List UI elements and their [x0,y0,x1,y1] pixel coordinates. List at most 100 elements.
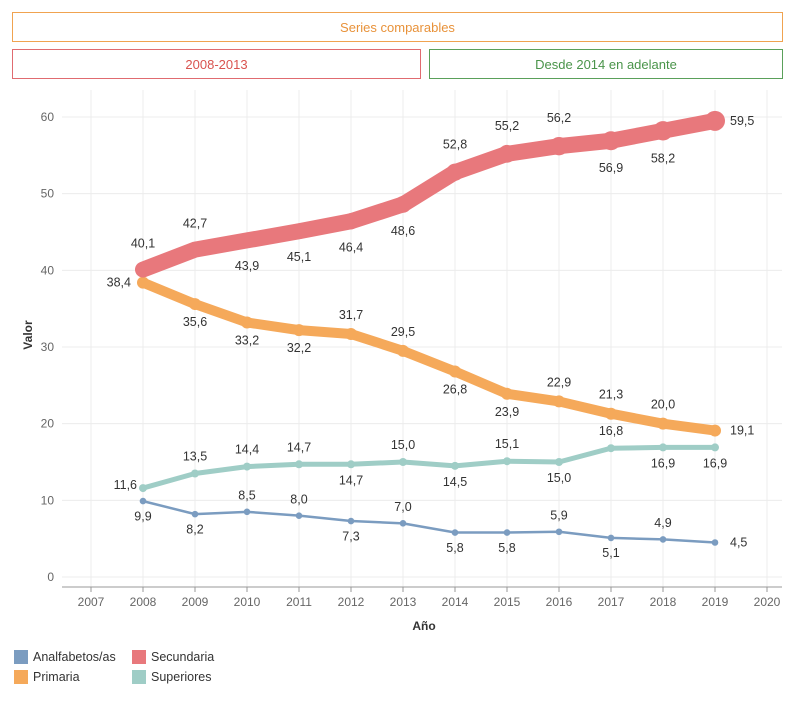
data-point [503,457,511,466]
data-label: 13,5 [183,450,207,464]
legend-item: Analfabetos/as [14,650,116,664]
series-line [135,112,723,278]
data-label: 7,3 [342,529,359,543]
y-tick-label: 30 [41,340,55,354]
y-axis-title: Valor [21,320,35,350]
data-label: 26,8 [443,383,467,397]
legend-label: Primaria [33,670,80,684]
data-label: 43,9 [235,259,259,273]
data-point [191,510,199,518]
data-point [653,121,673,141]
x-tick-label: 2011 [286,595,312,609]
x-tick-label: 2016 [546,595,573,609]
data-label: 45,1 [287,250,311,264]
data-point [601,131,621,151]
data-label: 11,6 [114,478,137,492]
data-point [189,298,201,311]
data-point [243,462,251,471]
data-label: 59,5 [730,114,754,128]
data-point [657,417,669,430]
data-label: 58,2 [651,152,675,166]
legend-label: Superiores [151,670,212,684]
data-labels: 9,9 8,2 8,5 8,0 7,3 7,0 5,8 5,8 5,9 5,1 4,9 4,5 11,6… [107,111,755,560]
legend-item: Superiores [132,670,211,684]
data-point [295,512,303,519]
data-label: 14,4 [235,443,259,457]
x-tick-label: 2017 [598,595,625,609]
x-tick-label: 2010 [234,595,261,609]
data-label: 22,9 [547,375,571,389]
data-point [451,529,459,536]
data-label: 48,6 [391,224,415,238]
data-point [342,213,360,230]
data-label: 15,0 [547,471,571,485]
y-tick-label: 60 [41,110,55,124]
series-line [140,444,718,491]
x-axis-title: Año [412,619,435,633]
data-label: 42,7 [183,216,207,230]
y-tick-label: 20 [41,417,55,431]
data-point [137,276,149,289]
data-point [711,539,719,546]
legend-label: Secundaria [151,650,215,664]
data-point [555,528,563,536]
legend-swatch [132,650,146,664]
data-label: 8,0 [290,492,307,506]
data-label: 32,2 [287,341,311,355]
x-tick-label: 2015 [494,595,521,609]
x-tick-label: 2013 [390,595,417,609]
data-label: 9,9 [134,509,151,523]
data-point [345,327,357,340]
data-point [451,461,459,470]
data-point [293,324,305,337]
data-label: 23,9 [495,405,519,419]
y-tick-label: 50 [41,187,55,201]
data-point [291,223,307,240]
data-label: 16,9 [651,456,675,470]
data-label: 8,5 [238,489,255,503]
data-point [399,520,407,527]
data-label: 8,2 [186,522,203,536]
data-point [139,484,147,493]
data-point [243,508,251,516]
data-label: 5,1 [602,546,619,560]
data-point [553,395,565,408]
x-tick-label: 2020 [754,595,781,609]
data-label: 5,9 [550,508,567,522]
data-point [347,517,355,525]
data-label: 4,9 [654,516,671,530]
data-point [705,110,725,131]
data-point [187,242,203,257]
data-point [711,443,719,452]
banner-period-2008-2013: 2008-2013 [12,49,421,79]
data-point [555,458,563,466]
data-label: 55,2 [495,119,519,133]
data-point [241,316,253,329]
y-tick-label: 10 [41,493,55,507]
x-tick-label: 2007 [78,595,105,609]
data-label: 21,3 [599,388,623,402]
data-point [709,424,721,437]
data-label: 16,9 [703,456,727,470]
x-tick-label: 2009 [182,595,209,609]
x-tick-label: 2014 [442,595,469,609]
data-label: 20,0 [651,398,675,412]
axes: 0 10 20 30 40 50 60 2007 2008 2009 2010 2011 2012 201… [41,110,782,609]
data-label: 52,8 [443,138,467,152]
data-label: 33,2 [235,333,259,347]
data-point [446,163,464,181]
data-point [347,460,355,469]
data-label: 56,2 [547,111,571,125]
data-point [607,534,615,542]
banner-left-label: 2008-2013 [185,56,248,72]
data-label: 56,9 [599,161,623,175]
banner-series-comparables: Series comparables [12,12,783,42]
data-label: 19,1 [730,424,754,438]
data-label: 7,0 [394,500,411,514]
data-point [503,529,511,536]
banner-right-label: Desde 2014 en adelante [535,56,677,72]
data-label: 5,8 [446,541,463,555]
data-label: 38,4 [107,276,131,290]
legend-label: Analfabetos/as [33,650,116,664]
line-chart: 9,9 8,2 8,5 8,0 7,3 7,0 5,8 5,8 5,9 5,1 4,9 4,5 11,6… [21,90,782,633]
